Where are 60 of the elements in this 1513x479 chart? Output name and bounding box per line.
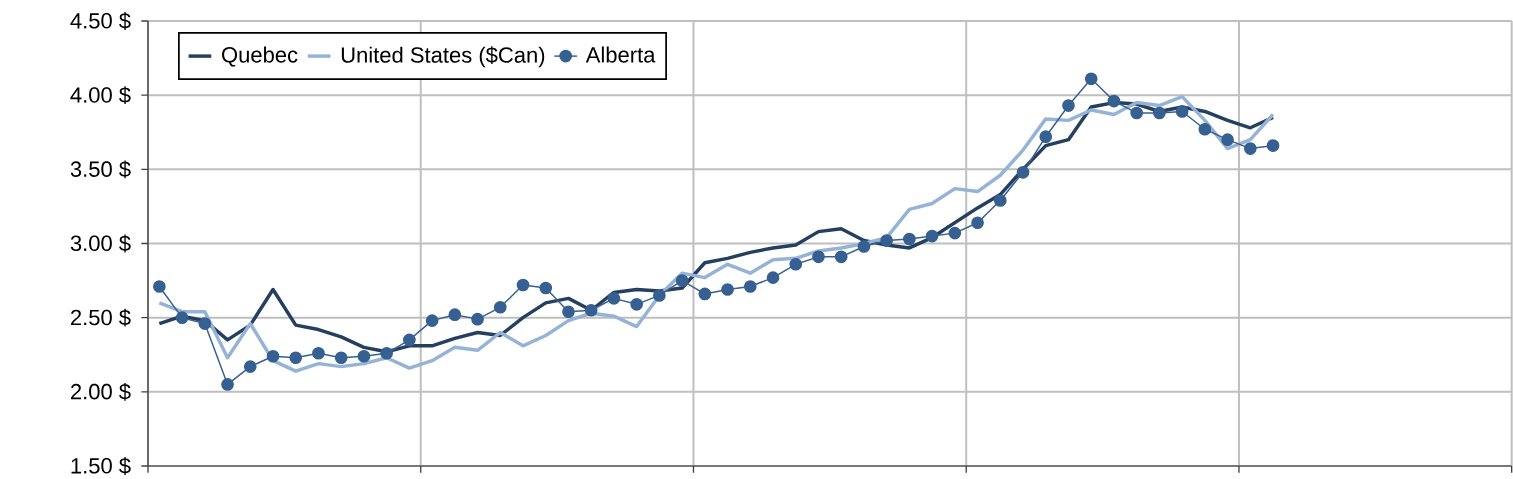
- point: [1062, 99, 1075, 112]
- point: [971, 216, 984, 230]
- point: [630, 297, 643, 311]
- y-tick-label: 4.50 $: [70, 12, 131, 30]
- point: [448, 308, 462, 322]
- point: [1175, 105, 1189, 118]
- legend-label: United States ($Can): [341, 46, 545, 68]
- y-tick-label: 2.00 $: [71, 382, 131, 401]
- point: [539, 281, 553, 295]
- point: [334, 351, 348, 365]
- point: [493, 300, 507, 314]
- point: [1130, 106, 1144, 120]
- point: [1016, 165, 1030, 179]
- point: [1153, 106, 1166, 120]
- y-tick-label: 3.00 $: [70, 234, 131, 253]
- point: [743, 280, 757, 293]
- point: [243, 360, 257, 373]
- point: [357, 349, 371, 363]
- point: [812, 250, 825, 264]
- point: [1221, 133, 1234, 147]
- point: [312, 346, 325, 360]
- legend-label: Quebec: [222, 46, 298, 67]
- point: [1198, 122, 1212, 136]
- point: [198, 317, 212, 330]
- point: [789, 257, 803, 271]
- point: [903, 232, 916, 246]
- point: [153, 280, 166, 293]
- point: [516, 278, 530, 292]
- point: [1084, 72, 1098, 86]
- y-tick-label: 4.00 $: [70, 86, 131, 105]
- point: [925, 229, 939, 243]
- point: [880, 234, 893, 247]
- point: [993, 194, 1007, 207]
- point: [857, 240, 871, 253]
- legend-label: Alberta: [585, 46, 656, 63]
- point: [425, 314, 439, 327]
- point: [266, 349, 280, 363]
- point: [698, 287, 712, 301]
- point: [221, 378, 234, 391]
- point: [175, 311, 189, 325]
- point: [562, 305, 575, 319]
- point: [834, 250, 848, 264]
- y-tick-label: 3.50 $: [70, 160, 131, 179]
- point: [653, 289, 666, 302]
- point: [766, 271, 780, 284]
- point: [675, 274, 689, 287]
- point: [1266, 139, 1280, 152]
- point: [1107, 94, 1121, 108]
- point: [471, 312, 484, 326]
- y-tick-label: 2.50 $: [71, 308, 131, 327]
- point: [1243, 142, 1257, 155]
- point: [721, 283, 734, 296]
- point: [607, 292, 621, 305]
- point: [1039, 130, 1053, 144]
- point: [380, 346, 393, 360]
- y-tick-label: 1.50 $: [71, 457, 131, 475]
- point: [948, 226, 962, 240]
- point: [403, 333, 416, 347]
- point: [289, 351, 303, 365]
- point: [584, 303, 598, 317]
